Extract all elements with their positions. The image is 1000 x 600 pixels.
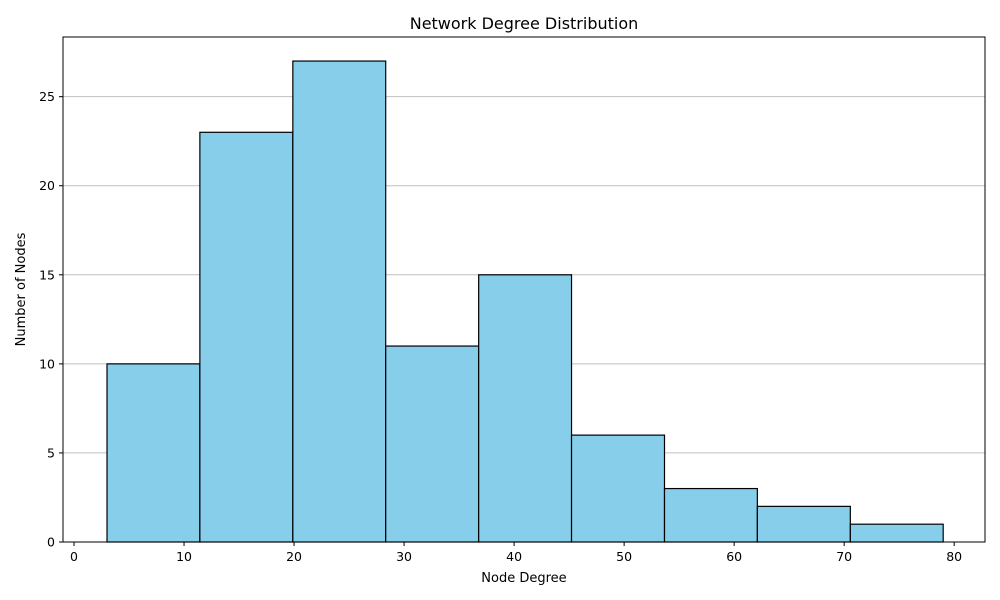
x-tick-label: 10: [176, 549, 192, 564]
y-tick-label: 10: [39, 356, 55, 371]
y-axis-ticks: 0 5 10 15 20 25: [39, 89, 63, 550]
y-axis-title: Number of Nodes: [14, 232, 29, 346]
histogram-bar: [292, 60, 387, 543]
y-tick-label: 0: [47, 535, 55, 550]
x-tick-label: 20: [286, 549, 302, 564]
bars-layer: [106, 60, 944, 543]
plot-frame: [62, 36, 986, 543]
histogram-bar: [663, 487, 758, 543]
x-tick-label: 0: [70, 549, 78, 564]
x-axis-title: Node Degree: [481, 571, 566, 586]
histogram-bar: [106, 363, 201, 543]
x-axis-ticks: 0 10 20 30 40 50 60 70 80: [70, 542, 962, 564]
y-tick-label: 25: [39, 89, 55, 104]
y-tick-label: 20: [39, 178, 55, 193]
y-tick-label: 5: [47, 445, 55, 460]
histogram-bar: [478, 274, 573, 543]
x-tick-label: 50: [616, 549, 632, 564]
histogram-bar: [756, 505, 851, 543]
y-tick-label: 15: [39, 267, 55, 282]
x-tick-label: 30: [396, 549, 412, 564]
x-tick-label: 70: [836, 549, 852, 564]
histogram-bar: [199, 131, 294, 543]
x-tick-label: 80: [946, 549, 962, 564]
histogram-bar: [385, 345, 480, 543]
x-tick-label: 60: [726, 549, 742, 564]
chart-title: Network Degree Distribution: [410, 14, 639, 33]
histogram-bar: [570, 434, 666, 543]
histogram-bar: [849, 523, 944, 543]
x-tick-label: 40: [506, 549, 522, 564]
